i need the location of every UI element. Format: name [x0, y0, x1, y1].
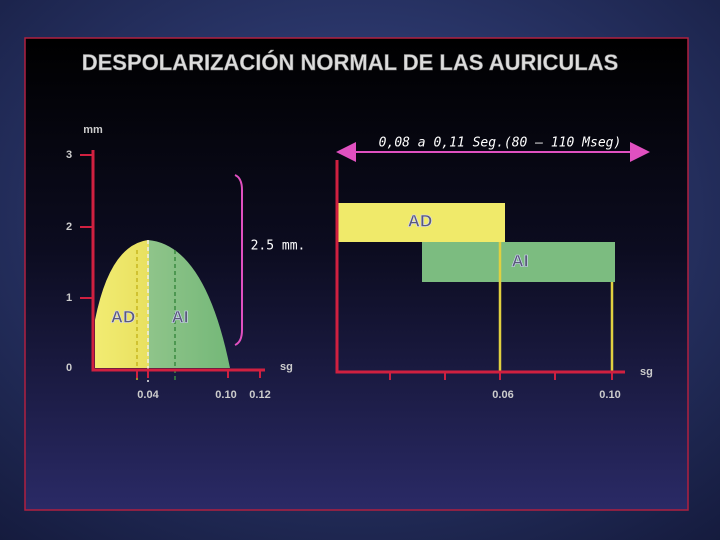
title: DESPOLARIZACIÓN NORMAL DE LAS AURICULAS	[82, 50, 619, 75]
axes	[91, 150, 265, 372]
ticks	[80, 154, 261, 378]
x-axis-label: sg	[640, 366, 653, 378]
wave-label: AD	[111, 307, 136, 326]
x-axis-label: sg	[280, 361, 293, 373]
annotation: 2.5 mm.	[251, 239, 306, 254]
bar-label: AD	[408, 211, 433, 230]
x-tick-label: 0.12	[249, 389, 270, 401]
y-tick-label: 1	[66, 292, 72, 304]
ticks	[389, 372, 613, 380]
wave	[95, 240, 230, 368]
y-tick-label: 0	[66, 362, 72, 374]
x-tick-label: 0.06	[492, 389, 513, 401]
y-tick-label: 2	[66, 221, 72, 233]
ai-bar	[422, 242, 615, 282]
y-axis-label: mm	[83, 124, 103, 136]
ad-bar	[337, 203, 505, 242]
x-tick-label: 0.10	[215, 389, 236, 401]
bar-label: AI	[512, 251, 529, 270]
wave-label: AI	[172, 307, 189, 326]
x-tick-label: 0.04	[137, 389, 159, 401]
y-tick-label: 3	[66, 149, 72, 161]
bracket	[234, 174, 243, 346]
annotation: 0,08 a 0,11 Seg.(80 – 110 Mseg)	[379, 136, 622, 151]
axes	[335, 160, 625, 374]
x-tick-label: 0.10	[599, 389, 620, 401]
